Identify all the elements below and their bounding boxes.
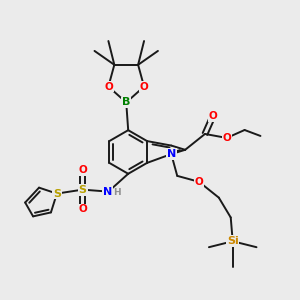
Text: O: O (195, 177, 203, 187)
Text: N: N (167, 149, 176, 159)
Text: S: S (79, 184, 87, 195)
Text: Si: Si (227, 236, 239, 246)
Text: H: H (113, 188, 121, 197)
Text: O: O (140, 82, 148, 92)
Text: S: S (53, 189, 61, 199)
Text: O: O (78, 204, 87, 214)
Text: O: O (222, 133, 231, 143)
Text: O: O (104, 82, 113, 92)
Text: B: B (122, 98, 130, 107)
Text: O: O (78, 165, 87, 175)
Text: N: N (103, 187, 112, 196)
Text: O: O (208, 111, 217, 121)
